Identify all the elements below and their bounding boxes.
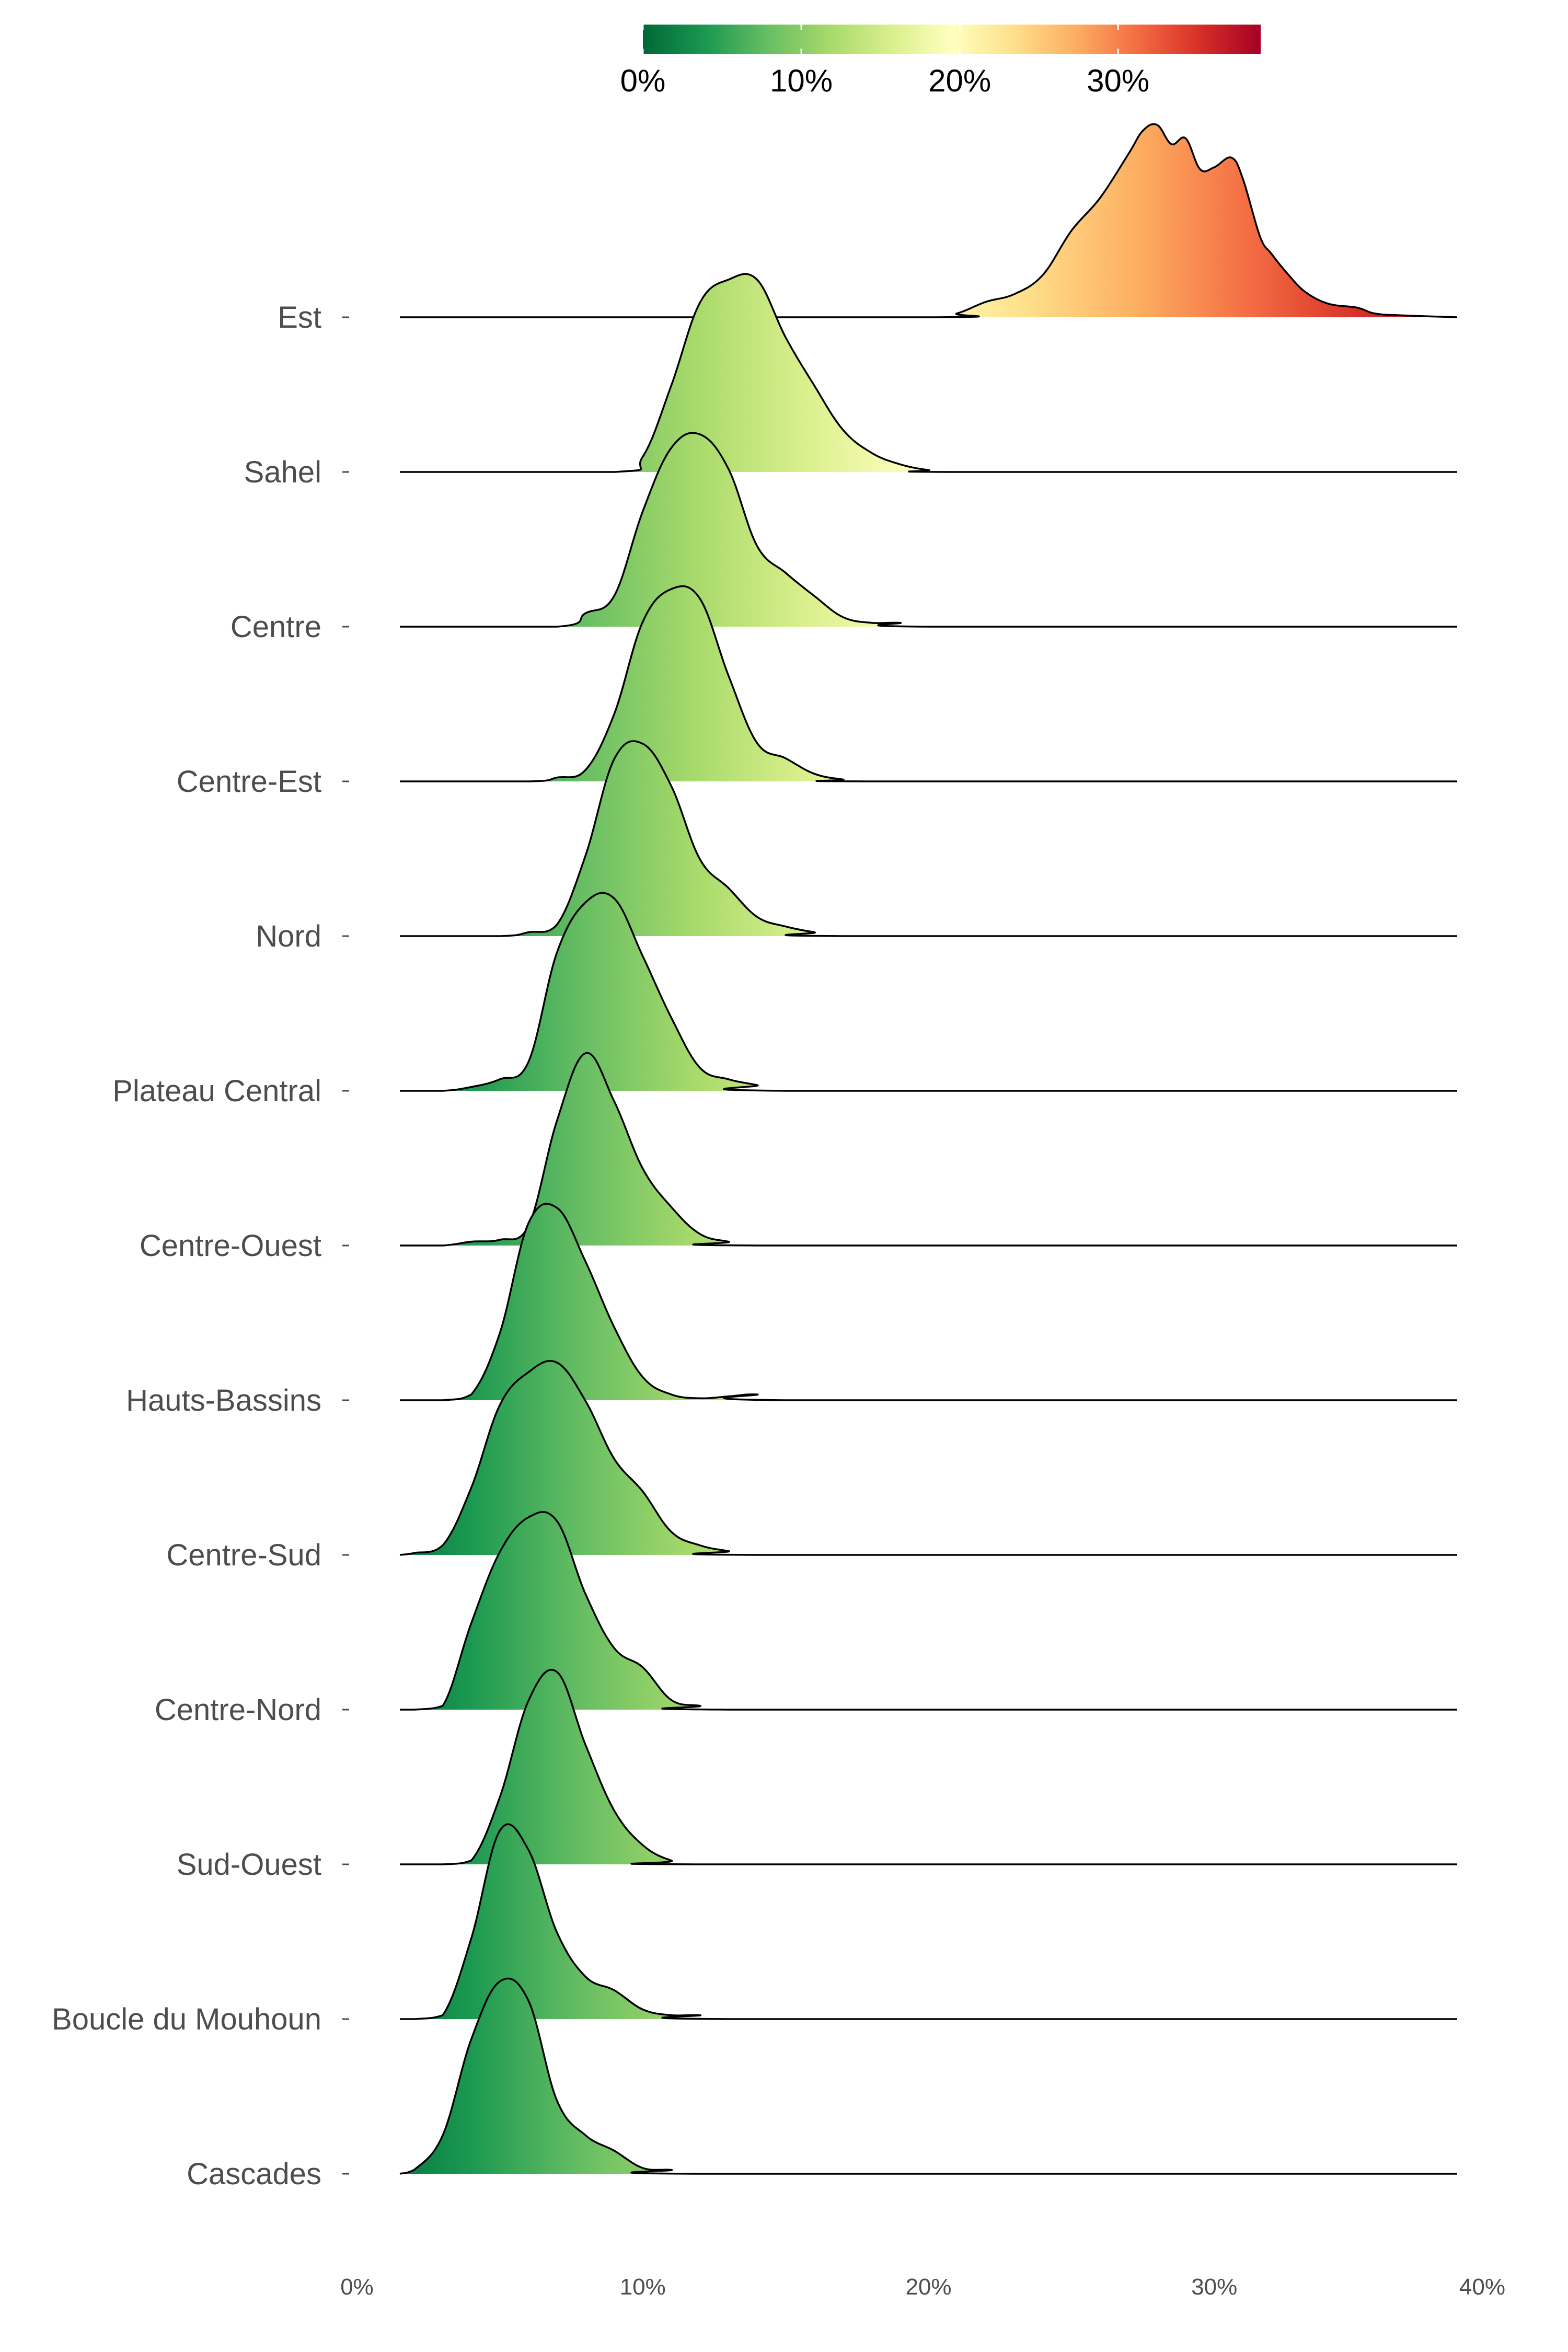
- color-legend: 0% 10% 20% 30%: [620, 25, 1261, 98]
- legend-tick-label: 10%: [770, 63, 833, 98]
- ridge-centre-est: [400, 585, 1457, 782]
- x-tick-label: 0%: [340, 2274, 374, 2300]
- ridge-line-centre-est: [400, 585, 1457, 782]
- ridge-line-boucle-du-mouhoun: [400, 1823, 1457, 2020]
- ridges: [399, 123, 1458, 2175]
- legend-colorbar: [643, 25, 1261, 54]
- ridge-centre-nord: [399, 1511, 1457, 1711]
- ridge-centre-ouest: [400, 1052, 1457, 1247]
- ridge-line-cascades: [399, 1977, 1457, 2175]
- y-label-hauts-bassins: Hauts-Bassins: [126, 1383, 321, 1417]
- ridge-fill-centre-est: [400, 586, 1457, 781]
- y-label-cascades: Cascades: [187, 2157, 321, 2191]
- ridge-line-centre-nord: [399, 1511, 1457, 1711]
- y-label-est: Est: [278, 301, 321, 335]
- y-label-plateau-central: Plateau Central: [112, 1074, 321, 1108]
- ridge-line-sahel: [400, 273, 1457, 473]
- ridge-hauts-bassins: [400, 1203, 1457, 1401]
- legend-tick-label: 30%: [1087, 63, 1149, 98]
- x-tick-label: 20%: [905, 2274, 951, 2300]
- ridge-line-hauts-bassins: [400, 1203, 1457, 1401]
- y-label-centre-ouest: Centre-Ouest: [140, 1229, 321, 1263]
- ridge-fill-centre-ouest: [400, 1053, 1457, 1246]
- y-label-sud-ouest: Sud-Ouest: [177, 1848, 321, 1882]
- ridge-fill-est: [400, 124, 1457, 317]
- ridge-fill-sahel: [400, 274, 1457, 472]
- y-axis-labels: Est Sahel Centre Centre-Est Nord Plateau Cent…: [52, 301, 349, 2191]
- ridge-nord: [399, 740, 1457, 937]
- ridge-fill-centre-sud: [400, 1361, 1457, 1555]
- ridge-fill-sud-ouest: [400, 1669, 1457, 1864]
- ridge-fill-nord: [400, 741, 1457, 936]
- ridge-line-est: [399, 123, 1458, 318]
- x-axis-labels: 0% 10% 20% 30% 40%: [340, 2274, 1505, 2300]
- ridge-fill-hauts-bassins: [400, 1204, 1457, 1400]
- x-tick-label: 30%: [1191, 2274, 1237, 2300]
- ridge-cascades: [399, 1977, 1457, 2175]
- ridge-fill-centre: [400, 433, 1457, 627]
- ridge-fill-plateau-central: [400, 893, 1457, 1091]
- ridge-plateau-central: [400, 892, 1457, 1092]
- ridge-centre-sud: [399, 1359, 1457, 1556]
- ridge-fill-cascades: [400, 1978, 1457, 2174]
- ridge-sahel: [400, 273, 1457, 473]
- ridge-line-centre: [399, 432, 1457, 628]
- ridge-fill-centre-nord: [400, 1512, 1457, 1710]
- y-label-centre: Centre: [230, 610, 321, 644]
- y-label-boucle-du-mouhoun: Boucle du Mouhoun: [52, 2002, 321, 2036]
- y-label-nord: Nord: [256, 919, 321, 953]
- y-label-sahel: Sahel: [244, 455, 321, 489]
- y-label-centre-est: Centre-Est: [177, 765, 321, 799]
- ridge-line-centre-ouest: [400, 1052, 1457, 1247]
- y-label-centre-nord: Centre-Nord: [155, 1693, 321, 1727]
- ridge-line-plateau-central: [400, 892, 1457, 1092]
- legend-tick-label: 0%: [620, 63, 666, 98]
- legend-tick-label: 20%: [928, 63, 991, 98]
- ridge-line-nord: [399, 740, 1457, 937]
- x-tick-label: 10%: [620, 2274, 666, 2300]
- ridge-est: [399, 123, 1458, 318]
- ridge-line-centre-sud: [399, 1359, 1457, 1556]
- y-label-centre-sud: Centre-Sud: [166, 1538, 321, 1572]
- x-tick-label: 40%: [1459, 2274, 1505, 2300]
- ridge-sud-ouest: [400, 1669, 1457, 1865]
- ridge-centre: [399, 432, 1457, 628]
- ridge-line-sud-ouest: [400, 1669, 1457, 1865]
